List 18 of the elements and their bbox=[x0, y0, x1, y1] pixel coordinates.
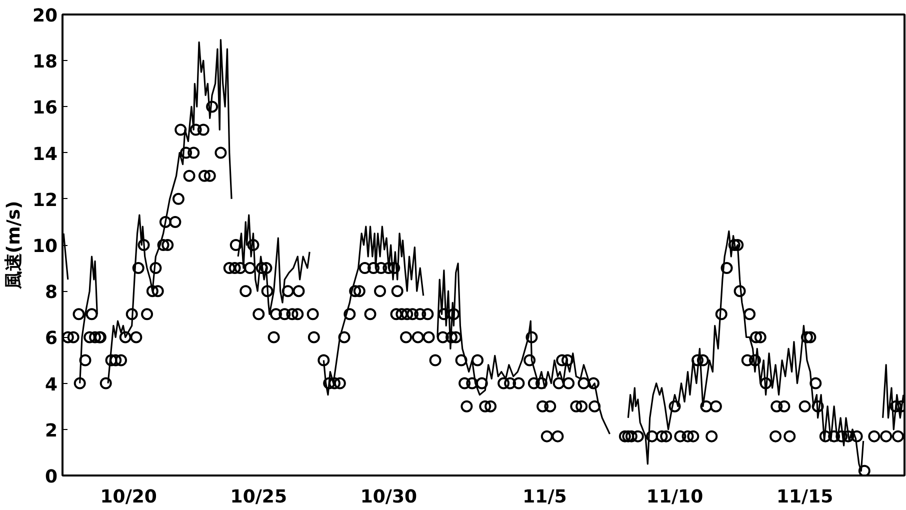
x-tick-label: 10/30 bbox=[360, 486, 418, 508]
y-tick-label: 14 bbox=[32, 144, 58, 165]
y-tick-label: 20 bbox=[32, 6, 58, 26]
y-tick-label: 6 bbox=[44, 328, 58, 350]
y-tick-label: 2 bbox=[44, 420, 58, 442]
y-tick-label: 8 bbox=[44, 282, 58, 304]
x-tick-label: 11/15 bbox=[776, 486, 834, 508]
y-axis-title: 風速(m/s) bbox=[3, 200, 24, 290]
x-tick-label: 10/20 bbox=[100, 486, 157, 508]
y-tick-label: 16 bbox=[32, 98, 58, 119]
x-tick-label: 11/5 bbox=[522, 486, 567, 508]
x-tick-label: 10/25 bbox=[230, 486, 287, 508]
y-tick-label: 18 bbox=[32, 52, 58, 73]
y-tick-label: 0 bbox=[44, 466, 58, 488]
x-tick-label: 11/10 bbox=[646, 486, 704, 508]
y-tick-label: 10 bbox=[32, 236, 58, 257]
y-tick-label: 12 bbox=[32, 190, 58, 211]
y-tick-label: 4 bbox=[44, 374, 58, 396]
